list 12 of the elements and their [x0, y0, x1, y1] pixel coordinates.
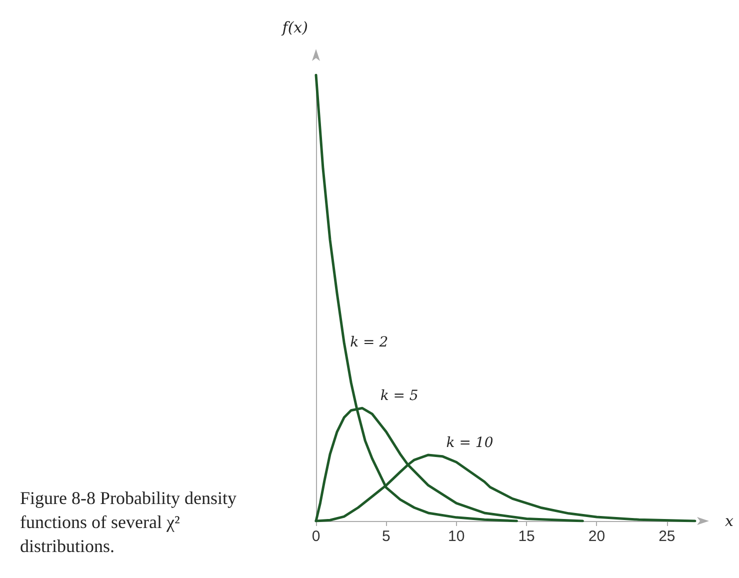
x-tick-label: 0	[312, 528, 320, 545]
x-tick-label: 20	[588, 528, 606, 545]
series-label: k = 5	[380, 388, 418, 404]
caption: Figure 8-8 Probability density functions of several χ² distributions.	[20, 488, 241, 556]
x-tick-label: 25	[658, 528, 676, 545]
x-axis-title: x	[725, 512, 734, 530]
x-tick-label: 5	[382, 528, 390, 545]
x-tick-label: 10	[448, 528, 465, 545]
x-tick-label: 15	[518, 528, 535, 545]
series-label: k = 2	[350, 334, 388, 351]
y-axis-title: f(x)	[281, 18, 308, 36]
series-label: k = 10	[446, 434, 494, 451]
